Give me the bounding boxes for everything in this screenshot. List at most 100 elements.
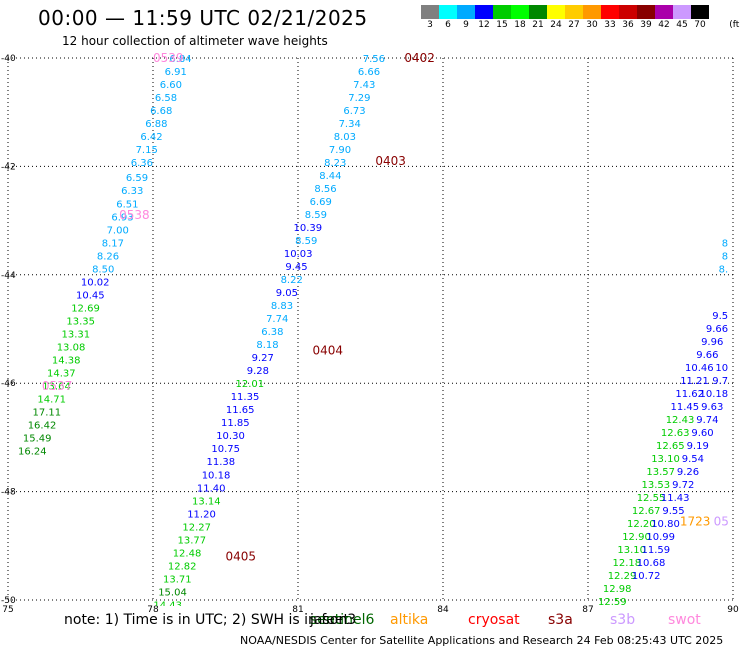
swh-value-label: 12.98 xyxy=(603,584,632,595)
swh-value-label: 8.03 xyxy=(334,132,356,143)
x-tick-label: 78 xyxy=(147,605,159,615)
track-layer: 6.84 6.91 6.60 6.58 6.68 6.88 6.42 7.15 6.36 6.59… xyxy=(18,51,729,606)
swh-value-label: 7.34 xyxy=(339,119,361,130)
swh-value-label: 13.14 xyxy=(192,496,221,507)
legend-bin-label: 27 xyxy=(568,20,580,30)
legend-swatch xyxy=(619,5,637,19)
swh-value-label: 11.40 xyxy=(197,483,226,494)
swh-value-label: 13.08 xyxy=(57,342,86,353)
legend-bin-label: 42 xyxy=(658,20,670,30)
swh-value-label: 10.03 xyxy=(284,249,313,260)
legend-bin-label: 45 xyxy=(676,20,688,30)
swh-value-label: 9.55 xyxy=(662,506,684,517)
legend-swatch xyxy=(547,5,565,19)
legend-swatch xyxy=(655,5,673,19)
satellite-label-jason3: jason3 xyxy=(310,612,357,628)
swh-value-label: 13.71 xyxy=(163,574,192,585)
swh-value-label: 13.64 xyxy=(42,381,71,392)
swh-value-label: 9.54 xyxy=(682,454,704,465)
swh-value-label: 6.84 xyxy=(169,54,191,65)
swh-value-label: 8.59 xyxy=(295,236,317,247)
pass-time-label: 0405 xyxy=(226,550,257,564)
swh-value-label: 7.00 xyxy=(107,225,129,236)
swh-value-label: 12.55 xyxy=(637,493,666,504)
page-title: 00:00 — 11:59 UTC 02/21/2025 xyxy=(38,6,368,30)
swh-value-label: 13.53 xyxy=(642,480,671,491)
swh-value-label: 9.19 xyxy=(687,441,709,452)
legend-swatch xyxy=(583,5,601,19)
legend-swatch xyxy=(565,5,583,19)
swh-value-label: 13.35 xyxy=(66,316,95,327)
swh-value-label: 11.43 xyxy=(661,493,690,504)
swh-value-label: 10.75 xyxy=(211,444,240,455)
y-tick-label: -46 xyxy=(1,379,16,389)
swh-value-label: 12.82 xyxy=(168,561,197,572)
satellite-label-s3a: s3a xyxy=(548,612,573,628)
swh-value-label: 12.69 xyxy=(71,303,100,314)
swh-value-label: 12.27 xyxy=(182,522,211,533)
satellite-label-altika: altika xyxy=(390,612,429,628)
swh-value-label: 12.29 xyxy=(608,571,637,582)
swh-value-label: 13.57 xyxy=(646,467,675,478)
legend-bin-label: 33 xyxy=(604,20,616,30)
swh-value-label: 6.42 xyxy=(140,132,162,143)
swh-value-label: 13.10 xyxy=(617,545,646,556)
swh-value-label: 9.66 xyxy=(696,350,718,361)
swh-value-label: 8.23 xyxy=(324,158,346,169)
legend-swatches xyxy=(421,5,709,19)
legend-swatch xyxy=(511,5,529,19)
swh-value-label: 8.22 xyxy=(281,275,303,286)
swh-value-label: 8 xyxy=(722,251,728,262)
swh-value-label: 17.11 xyxy=(33,407,62,418)
swh-value-label: 10.18 xyxy=(700,389,729,400)
y-tick-label: -40 xyxy=(1,54,16,64)
pass-time-label: 1723 xyxy=(680,514,711,528)
y-tick-label: -48 xyxy=(1,488,16,498)
swh-value-label: 8.59 xyxy=(305,210,327,221)
swh-value-label: 10 xyxy=(715,363,728,374)
swh-value-label: 8.44 xyxy=(319,171,341,182)
swh-value-label: 8.26 xyxy=(97,251,119,262)
legend-unit: (ft) xyxy=(729,20,740,30)
satellite-label-sentinel6: sentinel6 xyxy=(310,612,375,628)
swh-value-label: 9.96 xyxy=(701,337,723,348)
swh-value-label: 12.65 xyxy=(656,441,685,452)
legend-swatch xyxy=(637,5,655,19)
swh-value-label: 14.38 xyxy=(52,355,81,366)
swh-value-label: 6.36 xyxy=(131,158,153,169)
swh-value-label: 8 xyxy=(722,238,728,249)
legend-swatch xyxy=(493,5,511,19)
swh-value-label: 13.31 xyxy=(62,329,91,340)
swh-value-label: 8. xyxy=(719,264,729,275)
swh-value-label: 6.68 xyxy=(150,106,172,117)
legend-bin-label: 3 xyxy=(427,20,433,30)
swh-value-label: 9.5 xyxy=(712,311,728,322)
swh-value-label: 6.91 xyxy=(165,67,187,78)
pass-time-label: 0402 xyxy=(404,51,435,65)
swh-value-label: 8.18 xyxy=(256,340,278,351)
swh-value-label: 11.20 xyxy=(187,509,216,520)
y-tick-label: -44 xyxy=(1,271,16,281)
pass-time-label: 05 xyxy=(714,514,729,528)
page-subtitle: 12 hour collection of altimeter wave hei… xyxy=(62,34,328,48)
swh-value-label: 7.56 xyxy=(363,54,385,65)
swh-value-label: 11.62 xyxy=(675,389,704,400)
swh-value-label: 15.49 xyxy=(23,433,52,444)
swh-value-label: 6.93 xyxy=(111,212,133,223)
y-tick-label: -50 xyxy=(1,596,16,606)
swh-value-label: 12.01 xyxy=(236,379,265,390)
swh-value-label: 6.33 xyxy=(121,186,143,197)
swh-value-label: 8.83 xyxy=(271,301,293,312)
swh-value-label: 16.42 xyxy=(28,420,57,431)
swh-value-label: 9.74 xyxy=(696,415,718,426)
legend-bin-label: 12 xyxy=(478,20,490,30)
pass-time-label: 0539 xyxy=(153,51,184,65)
swh-value-label: 7.43 xyxy=(353,80,375,91)
legend-swatch xyxy=(421,5,439,19)
swh-value-label: 12.63 xyxy=(661,428,690,439)
swh-value-label: 16.24 xyxy=(18,446,47,457)
satellite-label-s3b: s3b xyxy=(610,612,636,628)
legend-bin-label: 24 xyxy=(550,20,562,30)
